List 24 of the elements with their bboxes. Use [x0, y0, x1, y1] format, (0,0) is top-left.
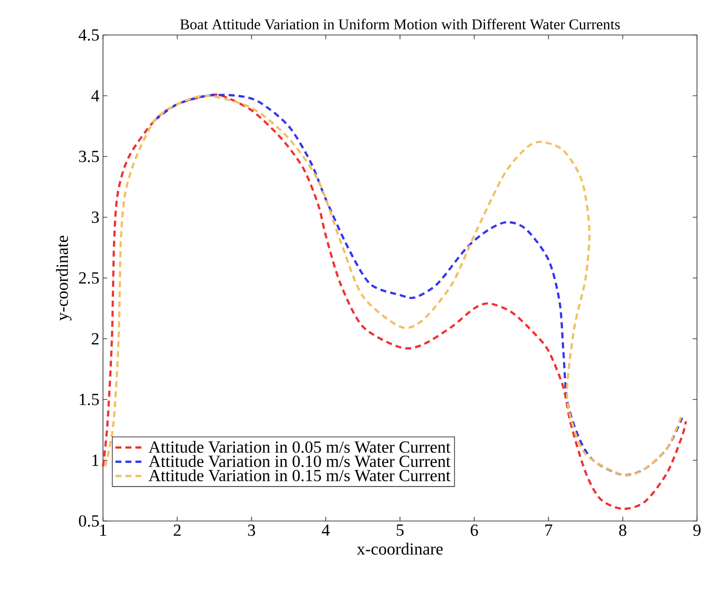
x-tick-label: 6 [470, 524, 478, 536]
x-tick-label: 9 [693, 524, 701, 536]
y-tick-label: 1 [92, 454, 98, 466]
y-tick-label: 0.5 [78, 515, 99, 527]
y-tick-label: 3.5 [79, 150, 99, 162]
x-tick-label: 1 [100, 524, 106, 536]
y-tick-label: 2 [92, 333, 99, 344]
chart-title: Boat Attitude Variation in Uniform Motion with Different Water Currents [180, 18, 620, 30]
y-tick-label: 1.5 [80, 394, 99, 406]
y-tick-label: 2.5 [79, 272, 99, 284]
x-tick-label: 7 [545, 524, 552, 536]
legend-label: Attitude Variation in 0.05 m/s Water Current [148, 440, 450, 453]
x-tick-label: 3 [248, 524, 256, 536]
legend-label: Attitude Variation in 0.10 m/s Water Current [148, 455, 450, 468]
y-tick-label: 4.5 [78, 29, 99, 41]
y-axis-title: y-coordinate [56, 236, 72, 321]
y-tick-label: 3 [92, 212, 99, 223]
x-tick-label: 8 [619, 524, 626, 536]
x-axis-title: x-coordinare [356, 542, 443, 555]
y-tick-label: 4 [91, 90, 100, 102]
x-tick-label: 4 [322, 524, 330, 536]
x-tick-label: 5 [396, 524, 404, 536]
x-tick-label: 2 [174, 524, 181, 536]
legend-label: Attitude Variation in 0.15 m/s Water Current [148, 469, 450, 482]
